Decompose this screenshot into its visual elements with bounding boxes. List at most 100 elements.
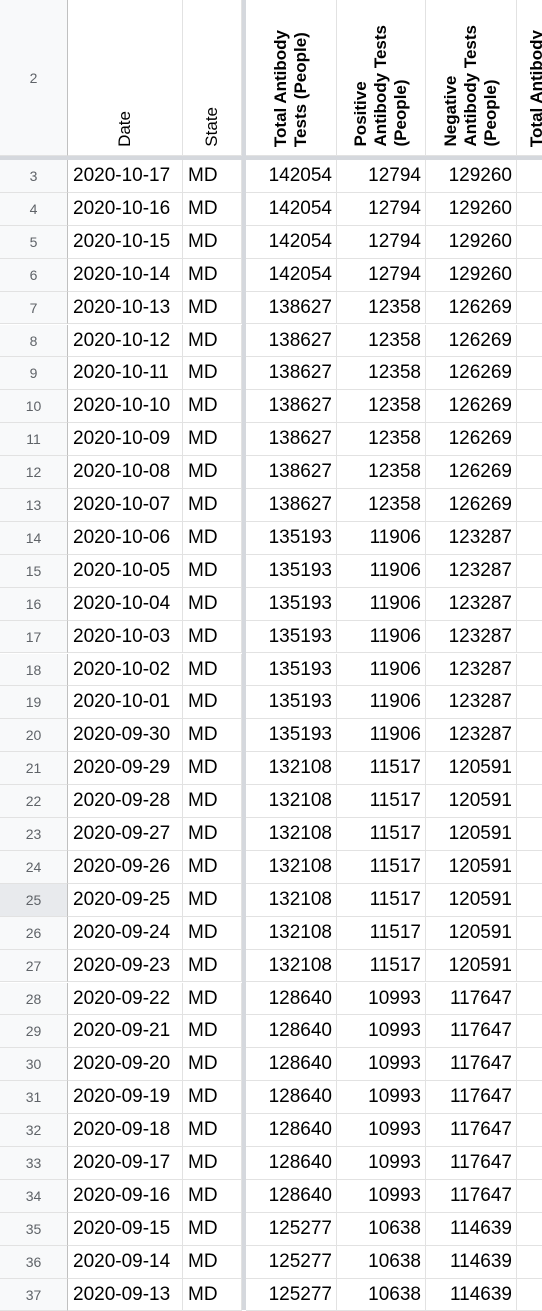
cell-negative[interactable]: 120591 [426, 950, 517, 983]
cell-total2[interactable] [517, 621, 542, 654]
cell-positive[interactable]: 11906 [337, 654, 426, 687]
cell-state[interactable]: MD [183, 259, 242, 292]
cell-positive[interactable]: 12358 [337, 390, 426, 423]
cell-date[interactable]: 2020-10-11 [68, 357, 183, 390]
cell-total[interactable]: 142054 [246, 226, 337, 259]
cell-positive[interactable]: 10993 [337, 1147, 426, 1180]
frozen-column-divider[interactable] [242, 0, 246, 1310]
cell-negative[interactable]: 123287 [426, 654, 517, 687]
cell-state[interactable]: MD [183, 522, 242, 555]
column-header-total[interactable]: Total Antibody Tests (People) [246, 0, 337, 156]
cell-total[interactable]: 132108 [246, 851, 337, 884]
cell-positive[interactable]: 12358 [337, 423, 426, 456]
cell-date[interactable]: 2020-09-20 [68, 1048, 183, 1081]
cell-state[interactable]: MD [183, 555, 242, 588]
cell-total2[interactable] [517, 884, 542, 917]
cell-total[interactable]: 132108 [246, 917, 337, 950]
cell-positive[interactable]: 11517 [337, 752, 426, 785]
row-header-22[interactable]: 22 [0, 785, 68, 818]
cell-total2[interactable] [517, 818, 542, 851]
row-header-24[interactable]: 24 [0, 851, 68, 884]
cell-total[interactable]: 128640 [246, 1180, 337, 1213]
cell-date[interactable]: 2020-10-04 [68, 588, 183, 621]
cell-total2[interactable] [517, 1279, 542, 1311]
cell-date[interactable]: 2020-10-08 [68, 456, 183, 489]
row-header-12[interactable]: 12 [0, 456, 68, 489]
cell-negative[interactable]: 117647 [426, 1180, 517, 1213]
cell-positive[interactable]: 10993 [337, 1048, 426, 1081]
cell-negative[interactable]: 129260 [426, 259, 517, 292]
cell-total2[interactable] [517, 357, 542, 390]
cell-positive[interactable]: 10993 [337, 1015, 426, 1048]
cell-state[interactable]: MD [183, 1048, 242, 1081]
row-header-16[interactable]: 16 [0, 588, 68, 621]
cell-total[interactable]: 138627 [246, 292, 337, 325]
cell-positive[interactable]: 10993 [337, 1114, 426, 1147]
cell-state[interactable]: MD [183, 1114, 242, 1147]
row-header-37[interactable]: 37 [0, 1279, 68, 1311]
cell-state[interactable]: MD [183, 719, 242, 752]
cell-date[interactable]: 2020-09-16 [68, 1180, 183, 1213]
cell-negative[interactable]: 126269 [426, 423, 517, 456]
cell-negative[interactable]: 120591 [426, 851, 517, 884]
row-header-19[interactable]: 19 [0, 686, 68, 719]
cell-total[interactable]: 138627 [246, 456, 337, 489]
cell-total[interactable]: 125277 [246, 1213, 337, 1246]
cell-state[interactable]: MD [183, 588, 242, 621]
cell-total[interactable]: 132108 [246, 950, 337, 983]
cell-negative[interactable]: 117647 [426, 1048, 517, 1081]
cell-total2[interactable] [517, 1147, 542, 1180]
row-header-17[interactable]: 17 [0, 621, 68, 654]
cell-total[interactable]: 142054 [246, 160, 337, 193]
cell-date[interactable]: 2020-09-24 [68, 917, 183, 950]
cell-negative[interactable]: 129260 [426, 226, 517, 259]
cell-positive[interactable]: 12794 [337, 259, 426, 292]
cell-negative[interactable]: 126269 [426, 357, 517, 390]
cell-total2[interactable] [517, 654, 542, 687]
cell-date[interactable]: 2020-09-22 [68, 983, 183, 1016]
cell-date[interactable]: 2020-10-17 [68, 160, 183, 193]
row-header-20[interactable]: 20 [0, 719, 68, 752]
cell-total[interactable]: 132108 [246, 818, 337, 851]
row-header-31[interactable]: 31 [0, 1081, 68, 1114]
cell-total2[interactable] [517, 456, 542, 489]
cell-negative[interactable]: 114639 [426, 1246, 517, 1279]
row-header-5[interactable]: 5 [0, 226, 68, 259]
cell-total[interactable]: 128640 [246, 1147, 337, 1180]
cell-total[interactable]: 135193 [246, 621, 337, 654]
row-header-35[interactable]: 35 [0, 1213, 68, 1246]
cell-positive[interactable]: 12794 [337, 193, 426, 226]
cell-total2[interactable] [517, 259, 542, 292]
cell-date[interactable]: 2020-09-26 [68, 851, 183, 884]
cell-state[interactable]: MD [183, 621, 242, 654]
row-header-4[interactable]: 4 [0, 193, 68, 226]
column-header-total2[interactable]: Total Antibody [517, 0, 542, 156]
cell-total[interactable]: 128640 [246, 1114, 337, 1147]
cell-state[interactable]: MD [183, 226, 242, 259]
cell-date[interactable]: 2020-09-14 [68, 1246, 183, 1279]
cell-total2[interactable] [517, 785, 542, 818]
cell-total2[interactable] [517, 1015, 542, 1048]
cell-positive[interactable]: 12358 [337, 357, 426, 390]
cell-negative[interactable]: 117647 [426, 1081, 517, 1114]
cell-date[interactable]: 2020-09-17 [68, 1147, 183, 1180]
cell-negative[interactable]: 114639 [426, 1279, 517, 1311]
row-header-15[interactable]: 15 [0, 555, 68, 588]
cell-total[interactable]: 132108 [246, 752, 337, 785]
cell-date[interactable]: 2020-09-25 [68, 884, 183, 917]
cell-date[interactable]: 2020-09-30 [68, 719, 183, 752]
row-header-2[interactable]: 2 [0, 0, 68, 156]
cell-state[interactable]: MD [183, 950, 242, 983]
row-header-6[interactable]: 6 [0, 259, 68, 292]
cell-positive[interactable]: 10993 [337, 1081, 426, 1114]
cell-positive[interactable]: 11517 [337, 884, 426, 917]
row-header-9[interactable]: 9 [0, 357, 68, 390]
cell-total[interactable]: 135193 [246, 588, 337, 621]
row-header-11[interactable]: 11 [0, 423, 68, 456]
cell-positive[interactable]: 11517 [337, 818, 426, 851]
cell-negative[interactable]: 120591 [426, 917, 517, 950]
cell-state[interactable]: MD [183, 390, 242, 423]
cell-negative[interactable]: 120591 [426, 785, 517, 818]
cell-state[interactable]: MD [183, 1081, 242, 1114]
cell-state[interactable]: MD [183, 1279, 242, 1311]
